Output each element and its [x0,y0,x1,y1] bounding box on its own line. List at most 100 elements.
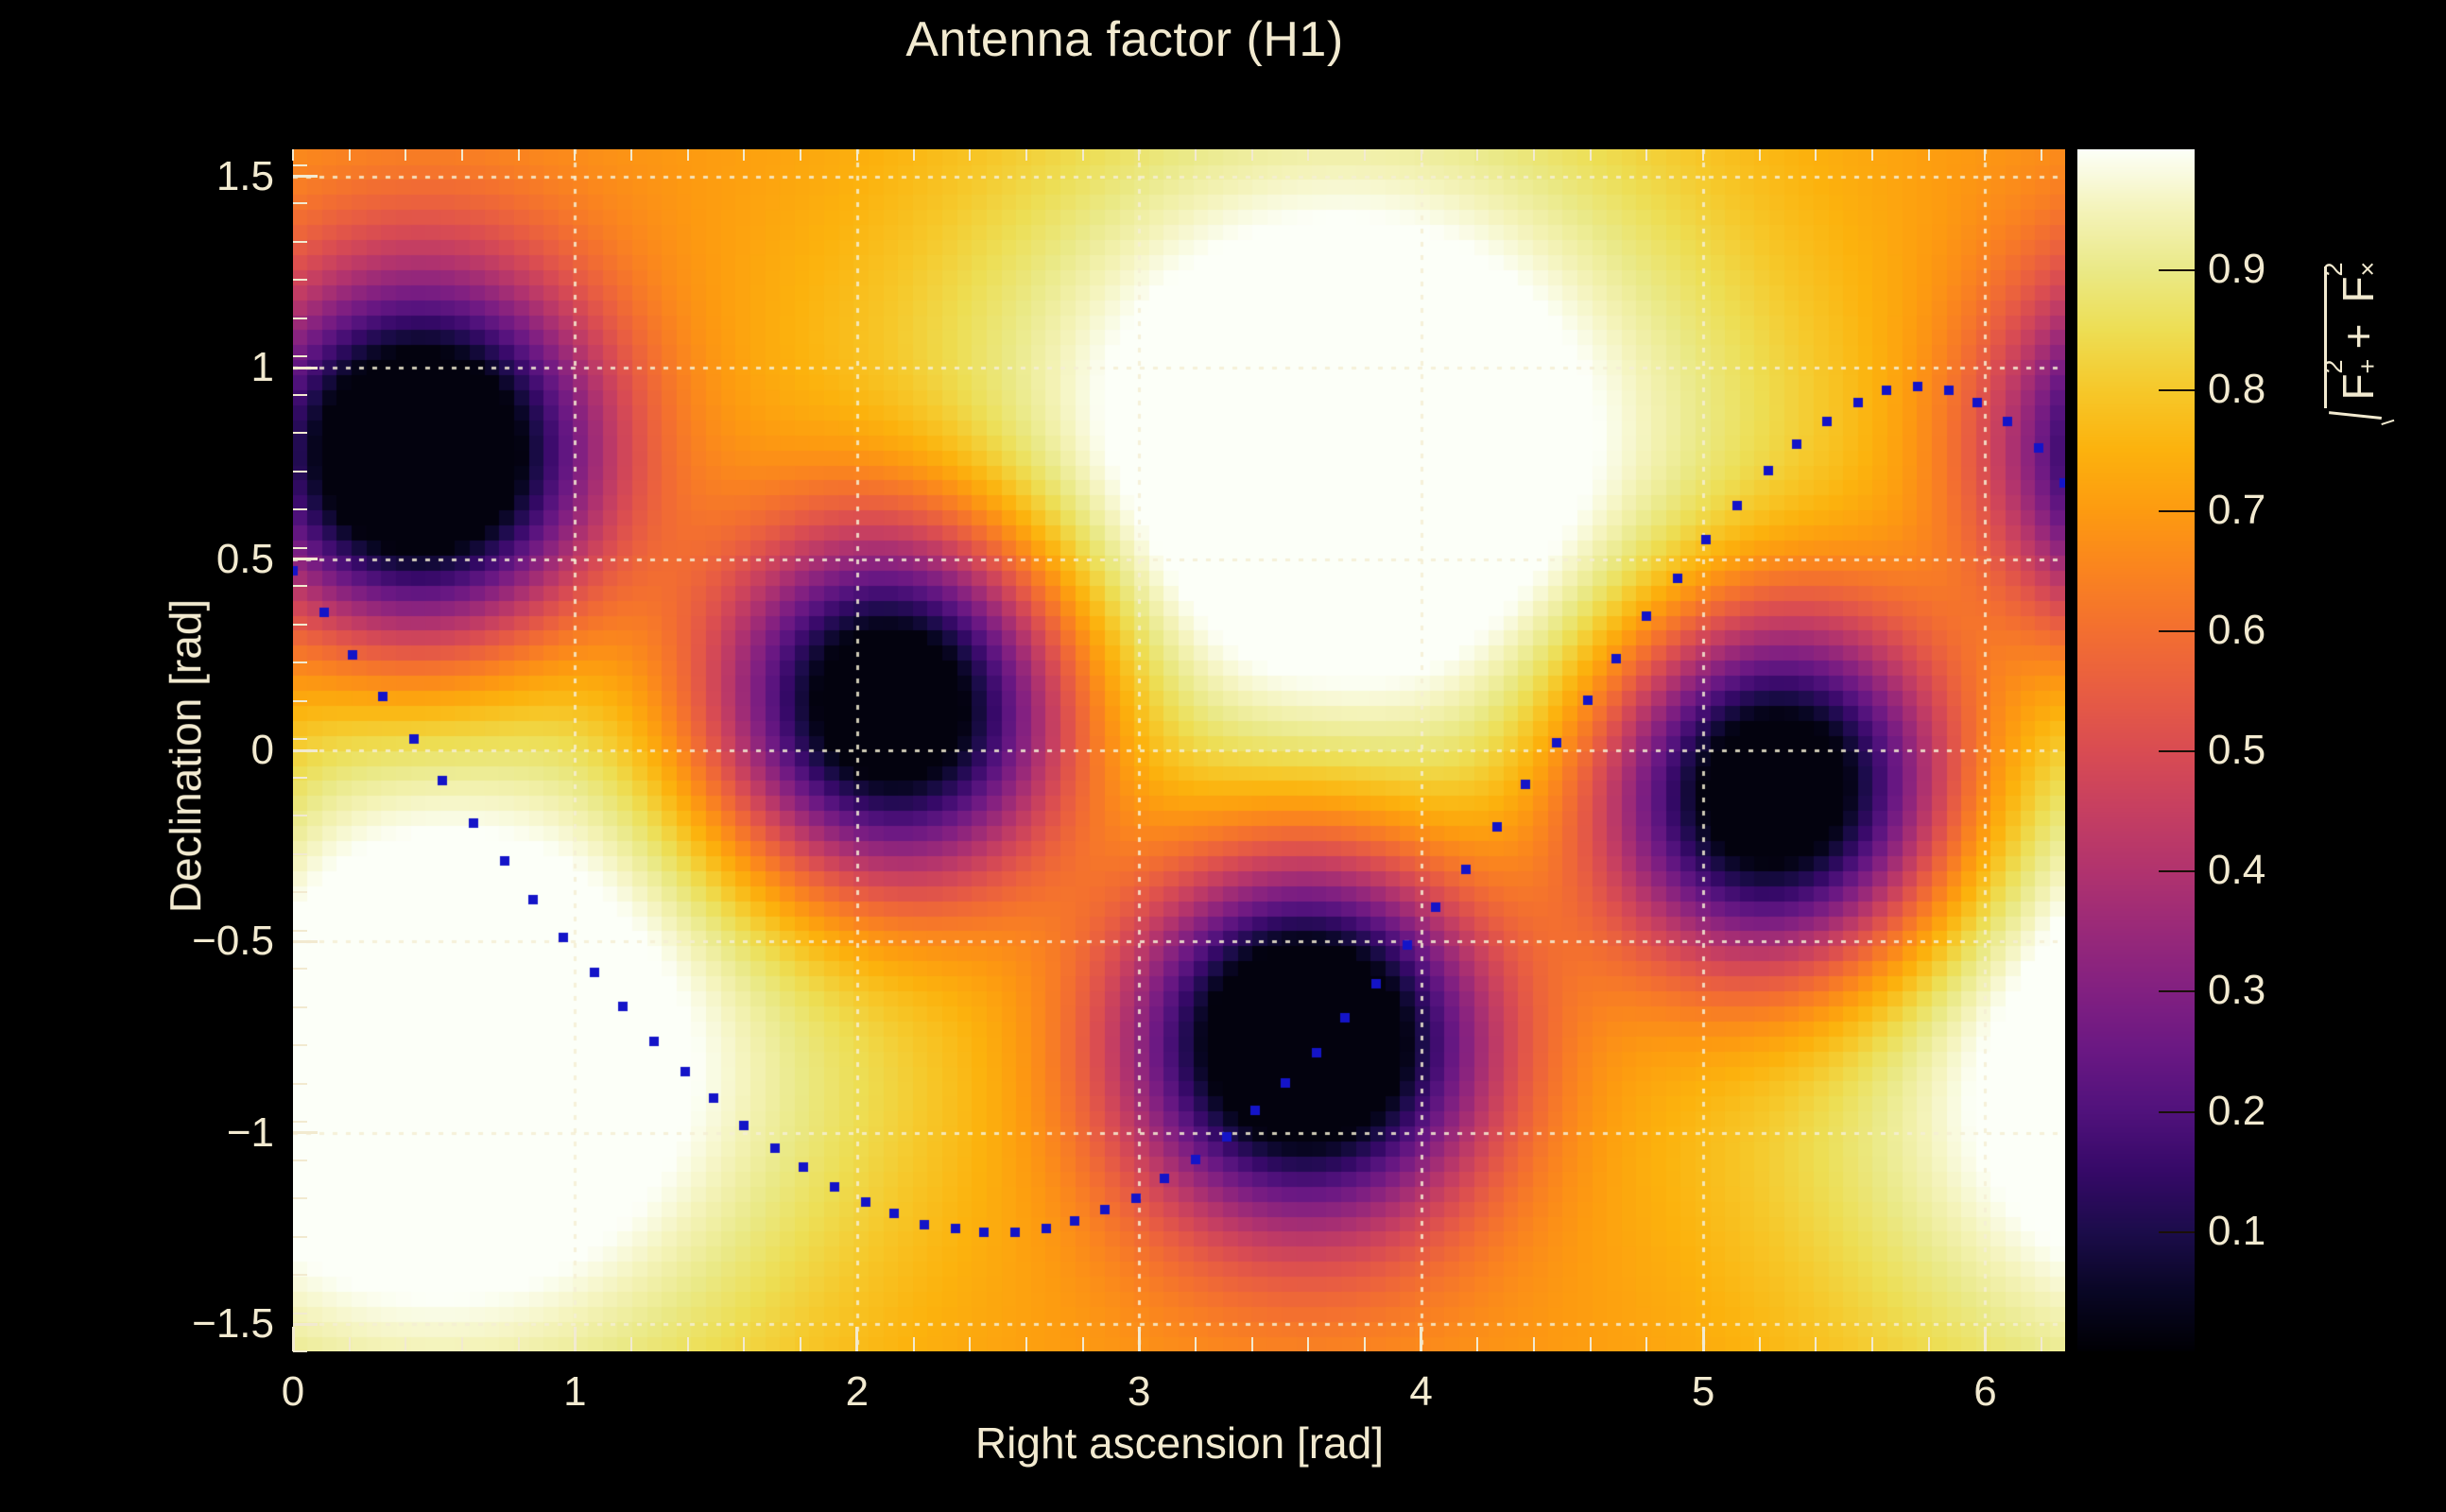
x-tick-minor-top [405,149,407,161]
x-tick-minor-top [1194,149,1197,161]
y-tick-label: −1 [226,1108,274,1156]
y-tick-label: 0 [250,727,274,773]
x-tick-minor [1927,1337,1930,1351]
x-tick-minor-top [1589,149,1592,161]
y-tick-minor [293,1159,307,1161]
x-tick-label: 3 [1127,1368,1151,1415]
x-tick-minor [1815,1337,1817,1351]
x-tick-minor [1025,1337,1027,1351]
x-tick-minor-top [1138,149,1141,161]
x-tick-minor-top [1025,149,1027,161]
x-tick-minor [517,1337,520,1351]
y-tick-major [293,175,318,179]
x-tick-minor-top [517,149,520,161]
x-tick-minor [1250,1337,1253,1351]
y-tick-major [293,939,318,943]
colorbar-tick-label: 0.7 [2208,486,2266,533]
f-cross-term: F 2 × [2319,262,2384,303]
x-tick-label: 5 [1691,1368,1715,1415]
x-tick-minor-top [1645,149,1648,161]
colorbar-tick [2159,630,2195,632]
x-tick-minor-top [1533,149,1536,161]
y-tick-minor [293,1005,307,1008]
y-tick-minor [293,738,307,741]
x-tick-minor-top [1081,149,1084,161]
heatmap-plot-area [293,149,2065,1351]
y-tick-minor [293,968,307,971]
x-tick-minor-top [630,149,633,161]
colorbar-axis-title: F 2 + + F 2 × [2155,262,2446,408]
y-tick-major [293,1322,318,1326]
x-tick-minor [1476,1337,1479,1351]
colorbar-tick [2159,990,2195,992]
page-title: Antenna factor (H1) [905,12,1344,67]
y-tick-label: 0.5 [215,535,274,582]
f-cross-subscript: × [2352,261,2382,277]
y-tick-minor [293,1197,307,1200]
x-tick-minor [1871,1337,1874,1351]
colorbar-tick-label: 0.9 [2208,246,2266,293]
colorbar-tick [2159,1111,2195,1113]
y-tick-minor [293,815,307,817]
radical-sign-icon [2324,408,2384,429]
radicand: F 2 + + F 2 × [2319,262,2384,408]
x-tick-minor-top [686,149,689,161]
x-tick-major [1983,1327,1987,1351]
colorbar-tick [2159,1231,2195,1233]
x-tick-minor [1194,1337,1197,1351]
y-axis-title: Declination [rad] [161,598,211,914]
y-tick-minor [293,1235,307,1238]
y-tick-major [293,748,318,752]
x-tick-minor-top [292,149,294,161]
y-tick-minor [293,202,307,205]
x-tick-minor-top [2041,149,2043,161]
f-plus-exponent: 2 [2318,359,2348,374]
y-tick-label: 1 [250,344,274,391]
y-tick-major [293,366,318,369]
x-tick-major [573,1327,577,1351]
x-tick-label: 2 [845,1368,870,1415]
x-tick-minor [1307,1337,1310,1351]
sqrt-expression: F 2 + + F 2 × [2319,262,2384,429]
y-tick-minor [293,852,307,855]
x-tick-minor-top [461,149,464,161]
x-tick-minor [630,1337,633,1351]
x-tick-minor [1363,1337,1366,1351]
y-tick-minor [293,163,307,166]
x-axis-title: Right ascension [rad] [974,1418,1385,1468]
x-tick-minor-top [855,149,858,161]
colorbar-tick [2159,870,2195,872]
x-tick-minor [686,1337,689,1351]
x-tick-minor-top [1871,149,1874,161]
y-tick-minor [293,393,307,396]
x-tick-minor-top [1927,149,1930,161]
colorbar-tick-label: 0.2 [2208,1087,2266,1134]
y-tick-minor [293,662,307,664]
x-tick-minor [1758,1337,1761,1351]
colorbar-tick-label: 0.4 [2208,847,2266,894]
f-plus-base: F [2333,373,2383,401]
x-tick-minor-top [1307,149,1310,161]
x-tick-minor-top [1815,149,1817,161]
x-tick-minor-top [1702,149,1705,161]
x-tick-minor-top [969,149,972,161]
x-tick-minor-top [1476,149,1479,161]
colorbar-tick-label: 0.5 [2208,727,2266,773]
x-tick-minor [405,1337,407,1351]
x-tick-minor-top [1250,149,1253,161]
y-tick-minor [293,1274,307,1277]
colorbar-tick-label: 0.6 [2208,606,2266,653]
colorbar [2077,149,2195,1351]
x-tick-major [291,1327,295,1351]
y-tick-minor [293,776,307,779]
x-tick-label: 4 [1409,1368,1433,1415]
y-tick-major [293,558,318,561]
x-tick-minor-top [1984,149,1987,161]
colorbar-tick-label: 0.3 [2208,967,2266,1014]
x-tick-minor [912,1337,915,1351]
y-tick-minor [293,699,307,702]
colorbar-tick [2159,510,2195,512]
y-tick-minor [293,355,307,358]
y-tick-minor [293,929,307,932]
